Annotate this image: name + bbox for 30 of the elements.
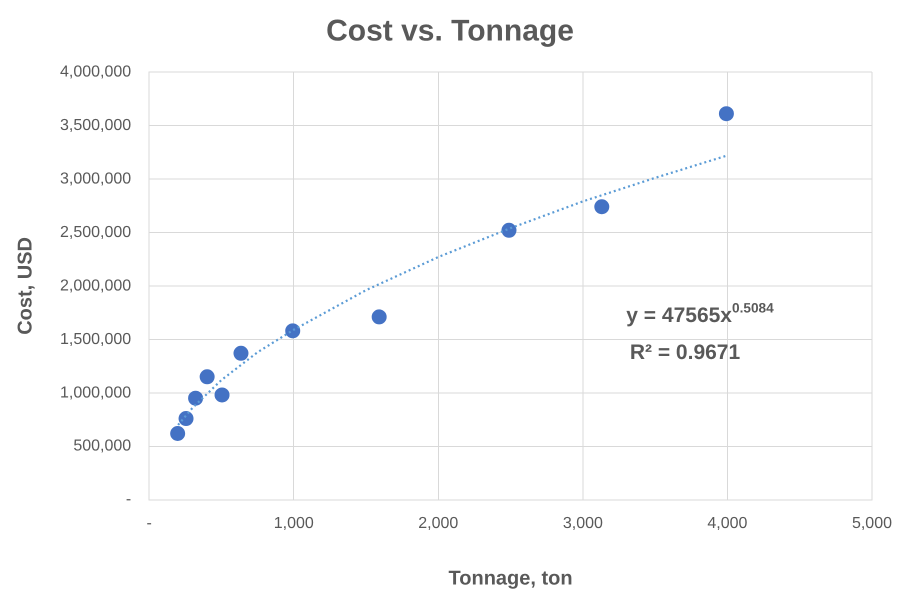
y-tick-label: 3,500,000 [60,116,132,134]
point [170,426,186,441]
point [200,369,215,384]
y-axis-title: Cost, USD [14,237,37,335]
y-tick-label: 4,000,000 [60,63,132,80]
annotation: R² = 0.9671 [630,341,740,364]
x-tick-label: 4,000 [707,514,748,532]
y-tick-label: 1,500,000 [60,330,132,348]
point [178,411,194,426]
y-tick-label: - [126,491,132,508]
point [594,199,610,214]
chart-title: Cost vs. Tonnage [326,14,574,48]
x-tick-label: 1,000 [274,514,314,532]
x-tick-label: 3,000 [562,514,603,532]
point [285,323,300,338]
point [501,222,516,238]
x-tick-label: 2,000 [418,514,458,532]
x-tick-label: - [146,514,152,532]
point [188,390,204,406]
point [214,387,230,402]
x-tick-label: 5,000 [852,514,892,532]
x-axis-title: Tonnage, ton [448,568,573,590]
y-tick-label: 2,000,000 [60,277,132,294]
y-tick-label: 2,500,000 [60,224,132,241]
point [718,106,734,122]
y-tick-label: 500,000 [73,438,132,455]
y-tick-label: 1,000,000 [60,384,132,402]
point [372,309,387,324]
y-tick-label: 3,000,000 [60,170,132,188]
point [233,346,248,361]
